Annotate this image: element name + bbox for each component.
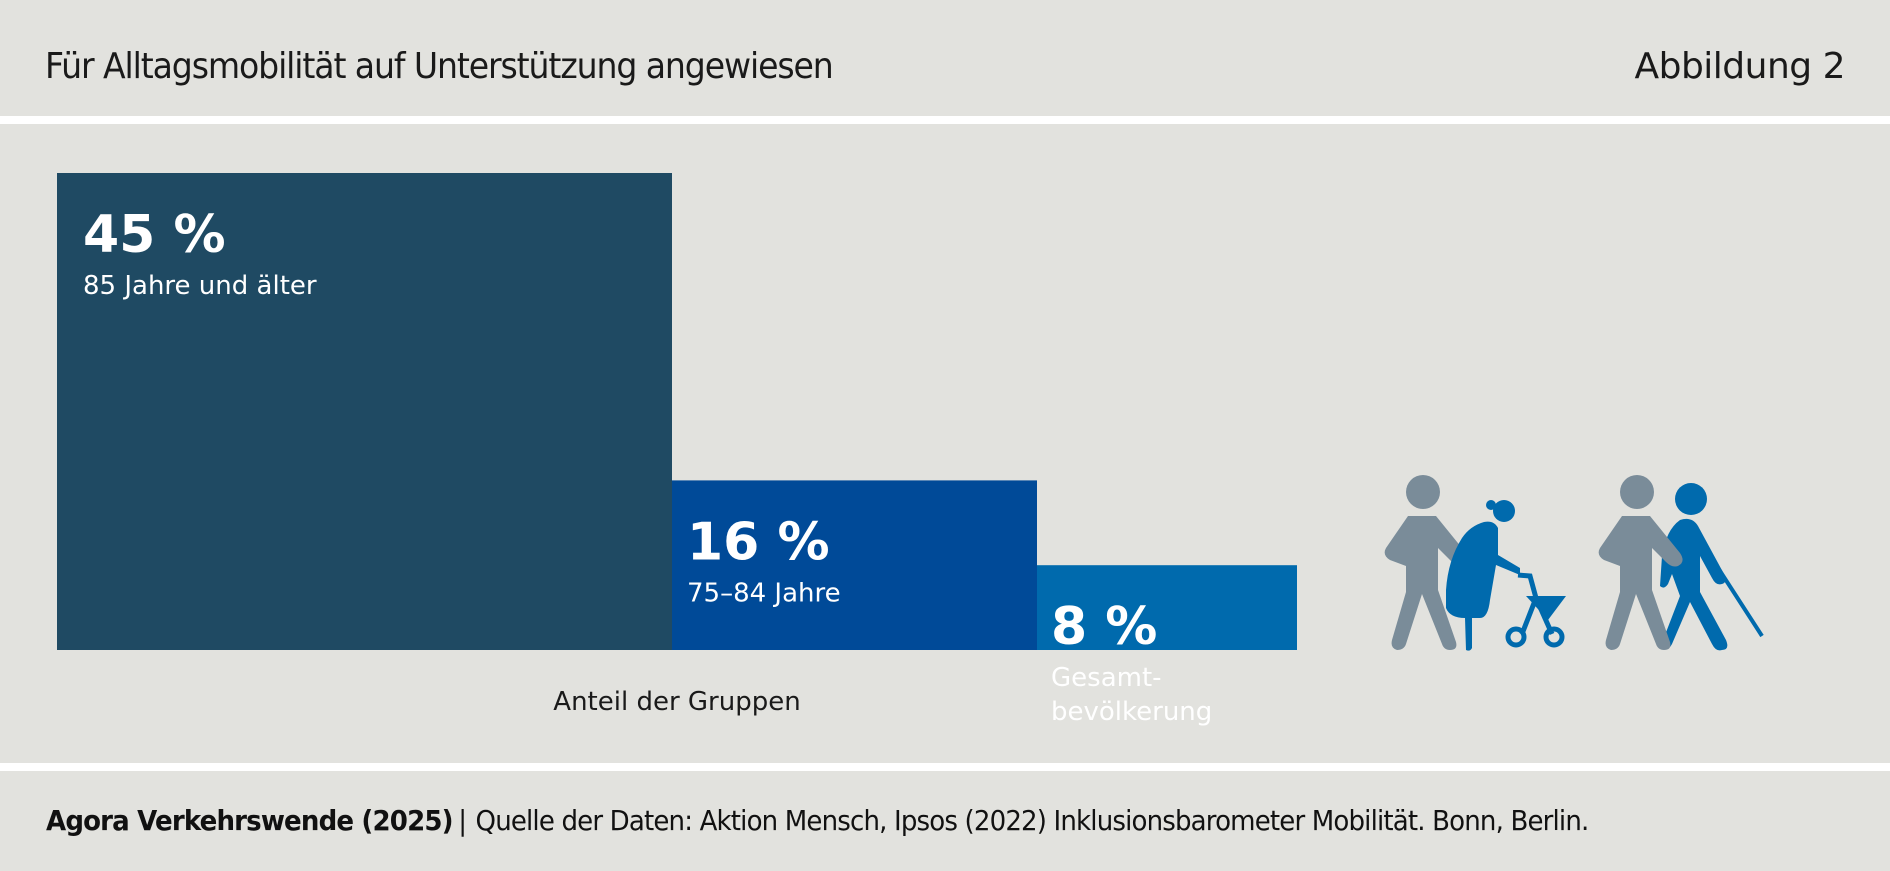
x-axis-label: Anteil der Gruppen <box>553 687 800 717</box>
bar-value-label: 8 % <box>1051 597 1157 657</box>
publisher: Agora Verkehrswende (2025) <box>46 804 454 837</box>
helper-person-icon <box>1598 475 1683 650</box>
bar-1 <box>57 173 672 650</box>
bar-value-label: 16 % <box>687 512 830 572</box>
blind-person-icon <box>1660 483 1764 651</box>
rollator-user-icon <box>1446 500 1566 651</box>
bar-category-label: bevölkerung <box>1051 697 1212 727</box>
source-note: Agora Verkehrswende (2025) | Quelle der Da… <box>46 804 1590 837</box>
bar-value-label: 45 % <box>83 205 226 265</box>
bar-category-label: 85 Jahre und älter <box>83 271 317 301</box>
header-divider <box>0 116 1890 124</box>
helper-with-rollator-user-icon <box>1384 475 1566 651</box>
data-source: Quelle der Daten: Aktion Mensch, Ipsos (… <box>475 804 1590 837</box>
bar-category-label: 75–84 Jahre <box>687 578 841 608</box>
chart-title: Für Alltagsmobilität auf Unterstützung a… <box>45 46 834 87</box>
footer-divider <box>0 763 1890 771</box>
chart-area: 45 % 85 Jahre und älter 16 % 75–84 Jahre 8 %… <box>0 124 1890 763</box>
footer-separator: | <box>458 804 467 837</box>
bar-chart: 45 % 85 Jahre und älter 16 % 75–84 Jahre 8 %… <box>57 173 1764 727</box>
figure-label: Abbildung 2 <box>1634 46 1845 87</box>
footer: Agora Verkehrswende (2025) | Quelle der Da… <box>0 771 1890 871</box>
bars-group: 45 % 85 Jahre und älter 16 % 75–84 Jahre 8 %… <box>57 173 1297 727</box>
bar-3 <box>1037 565 1297 650</box>
bar-2 <box>672 480 1037 650</box>
helper-with-blind-person-icon <box>1598 475 1764 651</box>
header: Für Alltagsmobilität auf Unterstützung a… <box>0 0 1890 116</box>
helper-person-icon <box>1384 475 1469 650</box>
bar-category-label: Gesamt- <box>1051 663 1162 693</box>
